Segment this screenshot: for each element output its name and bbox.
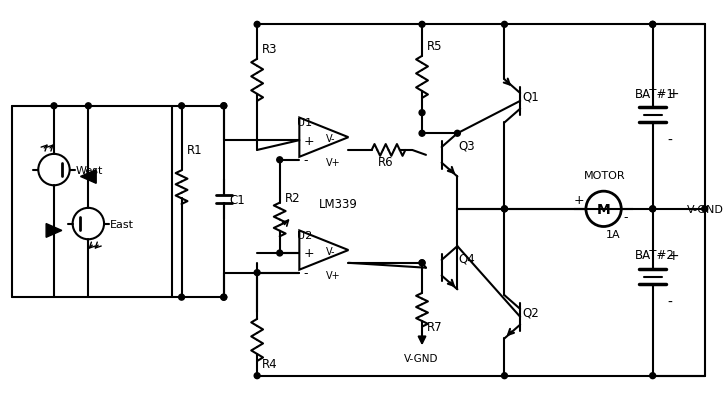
Text: LM339: LM339 [319, 198, 358, 211]
Circle shape [649, 207, 656, 212]
Text: East: East [110, 219, 134, 229]
Circle shape [178, 103, 184, 109]
Text: +: + [304, 247, 314, 260]
Text: -: - [304, 266, 308, 279]
Text: +: + [668, 248, 679, 262]
Circle shape [254, 270, 260, 276]
Text: V-GND: V-GND [687, 205, 724, 214]
Text: -: - [304, 154, 308, 167]
Circle shape [221, 294, 226, 300]
Text: R1: R1 [186, 144, 202, 157]
Text: R6: R6 [378, 156, 394, 169]
Circle shape [221, 294, 226, 300]
Text: V-GND: V-GND [404, 353, 439, 363]
Text: V+: V+ [326, 270, 341, 280]
Polygon shape [46, 224, 62, 238]
Text: M: M [597, 203, 611, 216]
Text: Q4: Q4 [459, 252, 475, 265]
Circle shape [419, 22, 425, 28]
Circle shape [178, 294, 184, 300]
Text: -: - [668, 295, 672, 309]
Text: BAT#2: BAT#2 [635, 249, 675, 262]
Circle shape [649, 207, 656, 212]
Text: V+: V+ [326, 157, 341, 167]
Text: R7: R7 [427, 320, 443, 333]
Circle shape [254, 373, 260, 379]
Text: 1A: 1A [606, 230, 620, 240]
Text: BAT#1: BAT#1 [635, 87, 675, 100]
Text: West: West [76, 165, 103, 175]
Text: V-: V- [326, 247, 336, 256]
Circle shape [419, 131, 425, 137]
Text: Q2: Q2 [522, 306, 539, 318]
Text: V-: V- [326, 134, 336, 144]
Circle shape [502, 22, 507, 28]
Text: -: - [668, 134, 672, 148]
Text: R5: R5 [427, 41, 443, 53]
Text: +: + [668, 87, 679, 101]
Circle shape [221, 103, 226, 109]
Circle shape [419, 110, 425, 116]
Circle shape [277, 251, 282, 256]
Circle shape [649, 22, 656, 28]
Circle shape [649, 22, 656, 28]
Text: Q3: Q3 [459, 139, 475, 152]
Circle shape [254, 22, 260, 28]
Circle shape [85, 103, 91, 109]
Text: MOTOR: MOTOR [584, 171, 625, 181]
Text: C1: C1 [229, 193, 245, 206]
Circle shape [649, 373, 656, 379]
Circle shape [702, 207, 708, 212]
Text: +: + [574, 193, 584, 206]
Polygon shape [81, 170, 96, 184]
Text: Q1: Q1 [522, 90, 539, 103]
Circle shape [502, 373, 507, 379]
Text: R3: R3 [262, 43, 277, 56]
Circle shape [454, 131, 460, 137]
Circle shape [419, 260, 425, 266]
Circle shape [502, 207, 507, 212]
Circle shape [221, 103, 226, 109]
Text: R2: R2 [285, 191, 300, 204]
Circle shape [277, 158, 282, 163]
Circle shape [419, 260, 425, 266]
Circle shape [51, 103, 57, 109]
Text: +: + [304, 134, 314, 147]
Circle shape [502, 207, 507, 212]
Text: R4: R4 [262, 358, 277, 371]
Text: U2: U2 [297, 231, 312, 241]
Text: -: - [623, 211, 628, 224]
Text: U1: U1 [297, 118, 312, 128]
